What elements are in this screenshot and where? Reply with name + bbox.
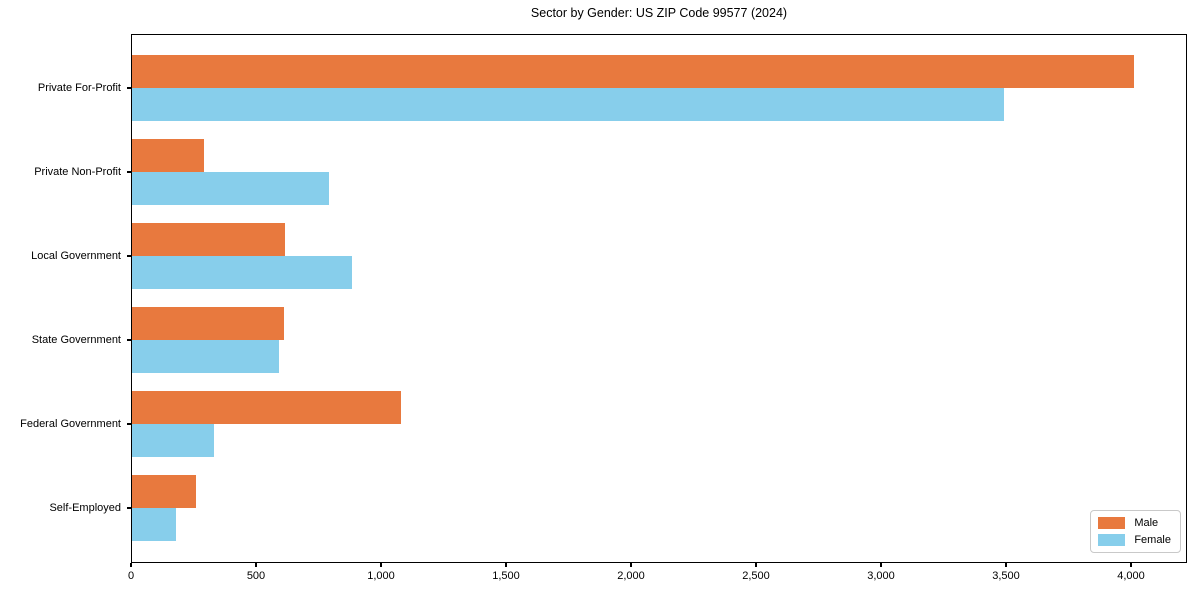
y-tick-mark [127,339,131,341]
x-tick-label-1500: 1,500 [492,570,520,582]
bar-female-private-for-profit [131,88,1004,121]
bar-female-federal-government [131,424,214,457]
x-tick-label-0: 0 [127,570,135,582]
x-tick-label-4000: 4,000 [1117,570,1145,582]
x-tick-mark [630,563,632,567]
bar-male-federal-government [131,391,401,424]
x-tick-mark [380,563,382,567]
legend-item-male: Male [1098,517,1171,529]
x-tick-label-3000: 3,000 [867,570,895,582]
chart-legend: Male Female [1090,510,1181,553]
x-tick-mark [505,563,507,567]
x-tick-label-1000: 1,000 [367,570,395,582]
y-tick-label-state-government: State Government [31,334,121,346]
x-tick-label-3500: 3,500 [992,570,1020,582]
bar-female-private-non-profit [131,172,329,205]
chart-title: Sector by Gender: US ZIP Code 99577 (202… [530,6,788,20]
legend-label-female: Female [1134,534,1171,546]
x-tick-mark [130,563,132,567]
bar-female-state-government [131,340,279,373]
y-tick-mark [127,87,131,89]
y-tick-label-private-non-profit: Private Non-Profit [34,166,121,178]
x-tick-mark [755,563,757,567]
x-tick-mark [1005,563,1007,567]
x-tick-label-500: 500 [246,570,266,582]
bar-male-local-government [131,223,285,256]
bar-male-private-non-profit [131,139,204,172]
x-tick-label-2500: 2,500 [742,570,770,582]
bar-male-state-government [131,307,284,340]
y-tick-label-federal-government: Federal Government [20,418,121,430]
bar-male-private-for-profit [131,55,1134,88]
x-tick-mark [880,563,882,567]
legend-swatch-female [1098,534,1126,546]
y-tick-label-local-government: Local Government [31,250,121,262]
y-tick-mark [127,255,131,257]
y-tick-label-self-employed: Self-Employed [49,502,121,514]
y-tick-label-private-for-profit: Private For-Profit [37,82,121,94]
plot-area [131,34,1187,563]
legend-label-male: Male [1134,517,1159,529]
x-tick-mark [255,563,257,567]
legend-item-female: Female [1098,534,1171,546]
x-tick-mark [1130,563,1132,567]
y-tick-mark [127,423,131,425]
y-tick-mark [127,171,131,173]
y-tick-mark [127,507,131,509]
x-tick-label-2000: 2,000 [617,570,645,582]
bar-female-local-government [131,256,353,289]
legend-swatch-male [1098,517,1126,529]
bar-female-self-employed [131,508,176,541]
bar-male-self-employed [131,475,196,508]
